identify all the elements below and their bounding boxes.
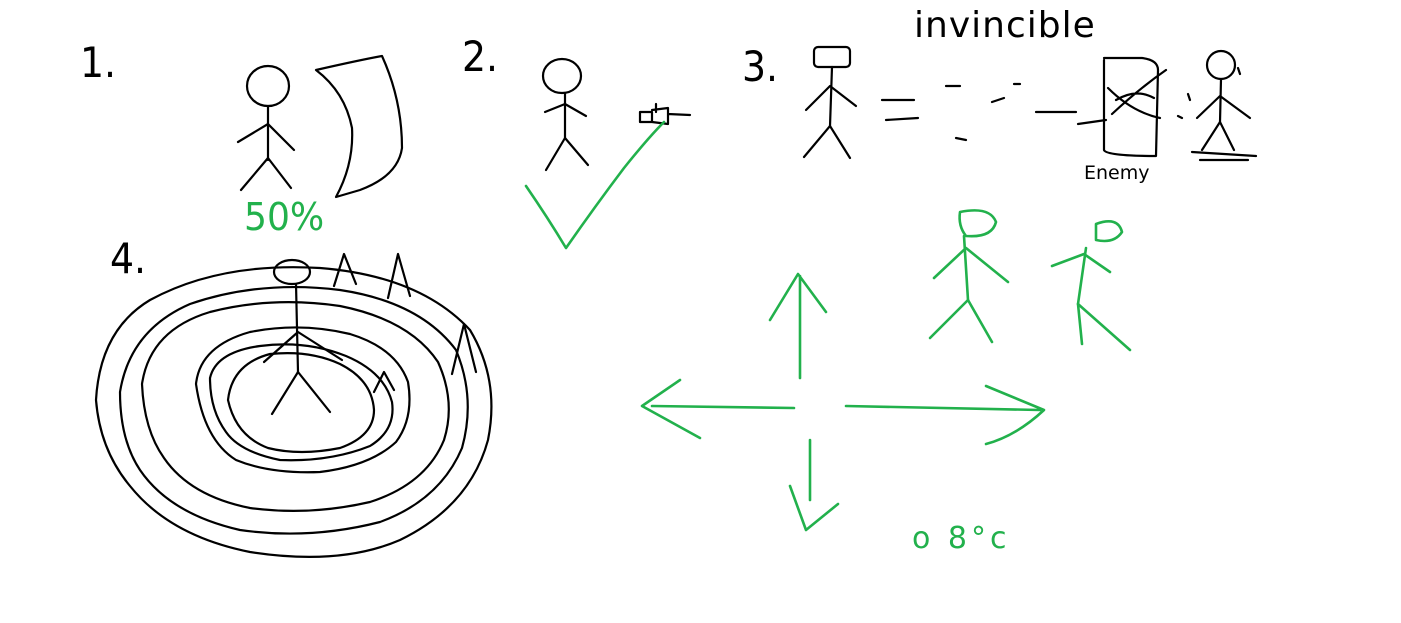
spiral-ring-5: [208, 343, 394, 462]
arrow-down-icon: [788, 438, 840, 532]
figure-head: [272, 258, 312, 286]
equals-sign: [880, 98, 920, 122]
enemy-figure-body: [1218, 77, 1223, 124]
green-figure-arms: [932, 246, 1010, 284]
figure-legs: [239, 156, 293, 192]
figure-arms: [262, 330, 344, 364]
figure-body: [294, 282, 300, 374]
checkmark-icon: [524, 120, 666, 250]
flame-spikes: [332, 252, 478, 394]
figure-invincible-dash: [802, 45, 1258, 162]
spiral-ring-2: [118, 285, 469, 535]
enemy-figure-legs: [1200, 120, 1236, 152]
figure-head: [812, 45, 852, 69]
arrow-up-icon: [768, 272, 828, 380]
direction-arrows: [640, 272, 1046, 532]
shield-icon: [314, 54, 404, 199]
green-figure-body: [962, 234, 970, 302]
spiral-ring-1: [94, 266, 493, 558]
figure-legs: [270, 370, 332, 416]
step-number-1: 1.: [80, 38, 117, 87]
invincible-label: invincible: [914, 5, 1096, 46]
green-figure-body: [1076, 246, 1088, 306]
impact-marks: [1176, 66, 1258, 162]
figure-legs: [802, 124, 852, 160]
green-figure-arms: [1050, 252, 1112, 274]
figure-with-shield: [236, 54, 404, 199]
figure-head: [541, 57, 583, 95]
figure-with-syringe: [524, 57, 692, 250]
green-figure-head: [958, 209, 998, 238]
step-number-4: 4.: [110, 234, 147, 283]
enemy-figure-head: [1205, 49, 1237, 81]
figure-arms: [804, 84, 858, 112]
spiral-ring-3: [140, 301, 450, 512]
arrow-left-icon: [640, 378, 796, 440]
arrow-right-icon: [844, 384, 1046, 446]
enemy-label: Enemy: [1084, 162, 1150, 184]
green-figure-legs: [1076, 302, 1132, 352]
enemy-box: [1102, 56, 1160, 158]
enemy-figure-arms: [1195, 94, 1252, 120]
spiral-ring-6: [226, 352, 376, 454]
spiral-drawing: [94, 252, 493, 558]
step-number-2: 2.: [462, 32, 499, 81]
step-number-3: 3.: [742, 42, 779, 91]
figure-legs: [544, 136, 590, 172]
figure-body: [828, 65, 834, 128]
cross-out-icon: [1106, 68, 1168, 120]
percent-label: 50%: [244, 195, 325, 239]
figure-head: [245, 64, 291, 108]
figure-arms: [236, 122, 296, 152]
green-figure-head: [1094, 220, 1124, 243]
figure-arms: [543, 102, 588, 118]
green-figure-legs: [928, 298, 994, 344]
bottom-text: o 8°c: [912, 521, 1011, 556]
spiral-ring-4: [194, 326, 411, 474]
dash-lines: [944, 82, 1108, 142]
syringe-icon: [638, 102, 692, 126]
green-figures: [928, 209, 1132, 352]
